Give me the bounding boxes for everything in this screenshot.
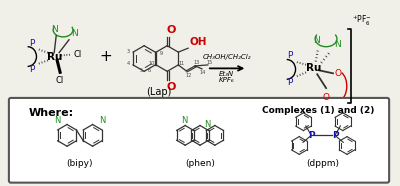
Text: 9: 9 xyxy=(159,51,162,56)
Text: 11: 11 xyxy=(178,61,184,66)
Text: N: N xyxy=(181,116,187,124)
Text: (dppm): (dppm) xyxy=(307,159,340,168)
Text: N: N xyxy=(71,29,78,38)
Text: O: O xyxy=(166,25,176,35)
Text: P: P xyxy=(287,78,292,87)
Text: CH₃OH/CH₂Cl₂: CH₃OH/CH₂Cl₂ xyxy=(202,54,251,60)
Text: P: P xyxy=(29,39,34,48)
Text: P: P xyxy=(29,65,34,74)
Text: 5: 5 xyxy=(140,68,143,73)
Text: Cl: Cl xyxy=(56,76,64,85)
Text: $^{+}$PF$_6^{-}$: $^{+}$PF$_6^{-}$ xyxy=(352,14,372,28)
Text: OH: OH xyxy=(189,37,207,47)
Text: O: O xyxy=(166,82,176,92)
Text: (Lap): (Lap) xyxy=(146,87,171,97)
Text: N: N xyxy=(99,116,106,125)
Text: 10: 10 xyxy=(149,61,155,66)
Text: Where:: Where: xyxy=(28,108,74,118)
Text: 13: 13 xyxy=(194,60,200,65)
Text: N: N xyxy=(313,36,320,45)
Text: O: O xyxy=(322,93,330,102)
Text: 14: 14 xyxy=(200,70,206,75)
FancyBboxPatch shape xyxy=(9,98,389,183)
Text: Cl: Cl xyxy=(74,50,82,59)
Text: P: P xyxy=(332,131,338,140)
Text: Et₃N: Et₃N xyxy=(219,71,234,77)
Text: (bipy): (bipy) xyxy=(66,159,93,168)
Text: N: N xyxy=(54,116,61,125)
Text: 6: 6 xyxy=(148,68,151,73)
Text: Ru: Ru xyxy=(46,52,62,62)
Text: N: N xyxy=(334,40,341,49)
Text: 12: 12 xyxy=(185,73,191,78)
Text: P: P xyxy=(287,52,292,60)
Text: O: O xyxy=(335,69,342,78)
Text: 3: 3 xyxy=(127,49,130,54)
Text: Ru: Ru xyxy=(306,63,321,73)
Text: (phen): (phen) xyxy=(185,159,215,168)
Text: 15: 15 xyxy=(207,60,213,65)
Text: N: N xyxy=(51,25,58,34)
Text: Complexes (1) and (2): Complexes (1) and (2) xyxy=(262,106,374,115)
Text: N: N xyxy=(204,121,210,129)
Text: P: P xyxy=(308,131,315,140)
Text: 4: 4 xyxy=(127,61,130,66)
Text: +: + xyxy=(99,49,112,64)
Text: KPF₆: KPF₆ xyxy=(219,77,234,83)
